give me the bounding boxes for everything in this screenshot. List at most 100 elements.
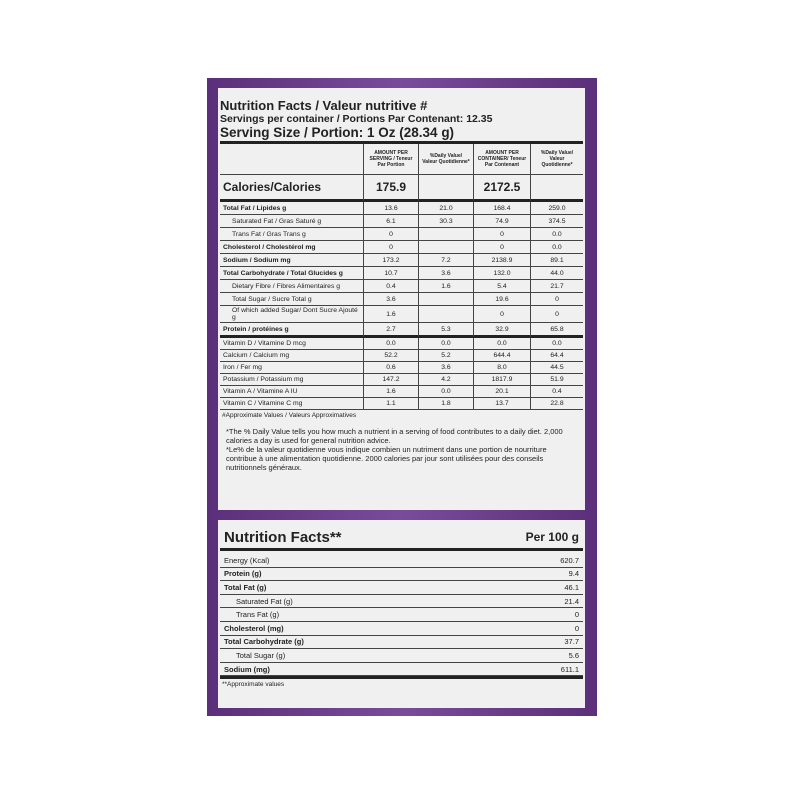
cell-value: 0 xyxy=(473,228,530,241)
cell-value: 10.7 xyxy=(363,267,418,280)
cell-value: 0.0 xyxy=(363,338,418,350)
row-label: Total Fat (g) xyxy=(224,582,267,592)
row-value: 37.7 xyxy=(564,637,579,647)
cell-value: 22.8 xyxy=(530,398,583,410)
nutrition-label-100g: Nutrition Facts** Per 100 g Energy (Kcal… xyxy=(218,520,585,708)
cell-value: 0 xyxy=(530,306,583,323)
cell-value: 44.0 xyxy=(530,267,583,280)
cell-value xyxy=(418,175,473,202)
rows: Energy (Kcal) 620.7 Protein (g) 9.4 Total Fa… xyxy=(220,554,583,680)
cell-value: 65.8 xyxy=(530,323,583,338)
cell-value: 19.6 xyxy=(473,293,530,306)
cell-value: 0.0 xyxy=(418,338,473,350)
cell-value xyxy=(530,175,583,202)
cell-value: 0.4 xyxy=(530,386,583,398)
row-value: 5.6 xyxy=(568,650,579,660)
row-label: Total Sugar / Sucre Total g xyxy=(220,293,363,306)
cell-value: 0 xyxy=(473,241,530,254)
row-label: Protein / protéines g xyxy=(220,323,363,338)
row-label: Vitamin A / Vitamine A IU xyxy=(220,386,363,398)
cell-value: 147.2 xyxy=(363,374,418,386)
cell-value: 0 xyxy=(530,293,583,306)
nutrient-row: Saturated Fat (g) 21.4 xyxy=(220,595,583,609)
row-value: 611.1 xyxy=(560,664,579,674)
cell-value: 2.7 xyxy=(363,323,418,338)
row-label: Total Carbohydrate (g) xyxy=(224,637,304,647)
column-header: %Daily Value/ Valeur Quotidienne* xyxy=(530,144,583,175)
cell-value: 32.9 xyxy=(473,323,530,338)
footnote-fr: *Le% de la valeur quotidienne vous indiq… xyxy=(226,445,547,472)
cell-value: 89.1 xyxy=(530,254,583,267)
cell-value: 5.2 xyxy=(418,350,473,362)
row-value: 9.4 xyxy=(568,569,579,579)
cell-value: 374.5 xyxy=(530,215,583,228)
row-label: Vitamin D / Vitamine D mcg xyxy=(220,338,363,350)
cell-value: 3.6 xyxy=(418,362,473,374)
cell-value: 5.4 xyxy=(473,280,530,293)
cell-value: 0.0 xyxy=(530,338,583,350)
note: **Approximate values xyxy=(222,681,285,689)
cell-value: 1.8 xyxy=(418,398,473,410)
cell-value: 1817.9 xyxy=(473,374,530,386)
cell-value: 168.4 xyxy=(473,202,530,215)
nutrient-row: Total Sugar (g) 5.6 xyxy=(220,649,583,663)
title: Nutrition Facts** xyxy=(224,528,342,546)
row-label: Trans Fat / Gras Trans g xyxy=(220,228,363,241)
cell-value: 6.1 xyxy=(363,215,418,228)
cell-value: 132.0 xyxy=(473,267,530,280)
cell-value: 3.6 xyxy=(363,293,418,306)
row-label: Vitamin C / Vitamine C mg xyxy=(220,398,363,410)
row-label: Of which added Sugar/ Dont Sucre Ajouté … xyxy=(220,306,363,323)
nutrient-row: Total Carbohydrate (g) 37.7 xyxy=(220,636,583,650)
cell-value: 5.3 xyxy=(418,323,473,338)
row-label: Cholesterol / Cholestérol mg xyxy=(220,241,363,254)
nutrient-table: AMOUNT PER SERVING / Teneur Par Portion%… xyxy=(220,144,583,410)
cell-value: 0.0 xyxy=(530,228,583,241)
row-value: 0 xyxy=(574,610,579,620)
row-label: Sodium / Sodium mg xyxy=(220,254,363,267)
cell-value: 8.0 xyxy=(473,362,530,374)
cell-value: 21.7 xyxy=(530,280,583,293)
nutrition-label: Nutrition Facts / Valeur nutritive # Ser… xyxy=(218,88,585,510)
cell-value: 3.6 xyxy=(418,267,473,280)
servings: Servings per container / Portions Par Co… xyxy=(220,113,493,125)
cell-value: 0.4 xyxy=(363,280,418,293)
cell-value: 644.4 xyxy=(473,350,530,362)
row-label: Potassium / Potassium mg xyxy=(220,374,363,386)
package-frame: Nutrition Facts / Valeur nutritive # Ser… xyxy=(207,78,597,716)
cell-value: 20.1 xyxy=(473,386,530,398)
cell-value: 2138.9 xyxy=(473,254,530,267)
cell-value: 0.6 xyxy=(363,362,418,374)
cell-value: 1.1 xyxy=(363,398,418,410)
cell-value: 0 xyxy=(473,306,530,323)
row-value: 620.7 xyxy=(560,555,579,565)
nutrient-row: Energy (Kcal) 620.7 xyxy=(220,554,583,568)
cell-value: 64.4 xyxy=(530,350,583,362)
column-header: %Daily Value/ Valeur Quotidienne* xyxy=(418,144,473,175)
nutrient-row: Protein (g) 9.4 xyxy=(220,568,583,582)
cell-value: 74.9 xyxy=(473,215,530,228)
nutrient-row: Cholesterol (mg) 0 xyxy=(220,622,583,636)
cell-value: 21.0 xyxy=(418,202,473,215)
row-label: Cholesterol (mg) xyxy=(224,623,284,633)
row-label: Total Sugar (g) xyxy=(236,650,286,660)
cell-value: 173.2 xyxy=(363,254,418,267)
cell-value xyxy=(418,241,473,254)
cell-value xyxy=(418,293,473,306)
cell-value: 259.0 xyxy=(530,202,583,215)
row-label: Energy (Kcal) xyxy=(224,555,270,565)
row-label: Sodium (mg) xyxy=(224,664,270,674)
cell-value: 0.0 xyxy=(530,241,583,254)
cell-value: 7.2 xyxy=(418,254,473,267)
cell-value: 1.6 xyxy=(418,280,473,293)
row-label: Calories/Calories xyxy=(220,175,363,202)
nutrient-row: Sodium (mg) 611.1 xyxy=(220,663,583,677)
cell-value: 44.5 xyxy=(530,362,583,374)
cell-value: 0.0 xyxy=(418,386,473,398)
row-label: Trans Fat (g) xyxy=(236,610,280,620)
row-value: 0 xyxy=(574,623,579,633)
column-header: AMOUNT PER CONTAINER/ Teneur Par Contena… xyxy=(473,144,530,175)
cell-value xyxy=(418,306,473,323)
row-label: Protein (g) xyxy=(224,569,262,579)
